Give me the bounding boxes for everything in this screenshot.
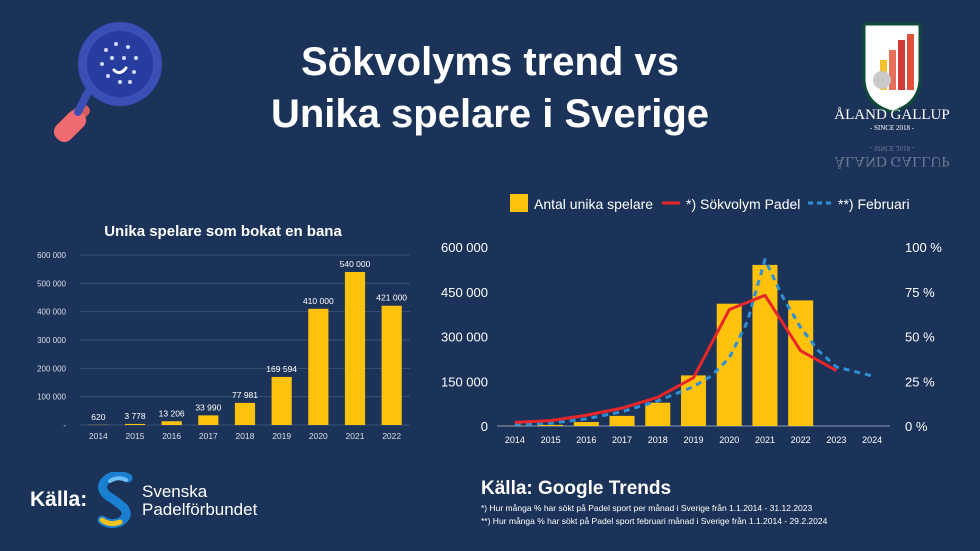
bar <box>752 264 778 426</box>
right-y-tick-label: 50 % <box>905 330 935 345</box>
footnote-2: **) Hur många % har sökt på Padel sport … <box>481 516 828 526</box>
x-tick-label: 2022 <box>791 435 811 445</box>
org-name-line-2: Padelförbundet <box>142 500 258 519</box>
x-tick-label: 2014 <box>505 435 525 445</box>
legend-bar-swatch <box>510 194 528 212</box>
org-name-line-1: Svenska <box>142 482 208 501</box>
bar <box>124 423 146 425</box>
bar <box>573 422 599 426</box>
data-label: 3 778 <box>124 411 146 421</box>
data-label: 421 000 <box>376 293 407 303</box>
footnote-1: *) Hur många % har sökt på Padel sport p… <box>481 503 813 513</box>
title-line-2: Unika spelare i Sverige <box>270 92 709 136</box>
bar <box>645 402 671 426</box>
y-tick-label: - <box>63 421 66 430</box>
x-tick-label: 2020 <box>719 435 739 445</box>
x-tick-label: 2021 <box>755 435 775 445</box>
legend-label-bar: Antal unika spelare <box>534 196 653 212</box>
x-tick-label: 2016 <box>576 435 596 445</box>
left-y-tick-label: 300 000 <box>441 330 488 345</box>
data-label: 13 206 <box>159 408 185 418</box>
source-label-left: Källa: <box>30 488 88 511</box>
padelforbundet-logo-icon <box>97 472 133 528</box>
y-tick-label: 500 000 <box>37 279 66 288</box>
data-label: 620 <box>91 412 105 422</box>
x-tick-label: 2015 <box>126 431 145 441</box>
bar <box>788 300 814 426</box>
data-label: 540 000 <box>340 259 371 269</box>
bar <box>344 272 366 425</box>
padel-racket-icon <box>53 22 162 143</box>
right-y-tick-label: 75 % <box>905 285 935 300</box>
data-label: 77 981 <box>232 390 258 400</box>
data-label: 169 594 <box>266 364 297 374</box>
x-tick-label: 2014 <box>89 431 108 441</box>
data-label: 33 990 <box>195 402 221 412</box>
bar <box>538 424 564 426</box>
bar <box>381 305 402 425</box>
bar <box>716 303 742 426</box>
svg-text:- SINCE 2018 -: - SINCE 2018 - <box>870 144 915 152</box>
x-tick-label: 2023 <box>826 435 846 445</box>
bar <box>234 402 256 425</box>
x-tick-label: 2019 <box>683 435 703 445</box>
left-y-tick-label: 450 000 <box>441 285 488 300</box>
series-line-februari <box>514 258 873 426</box>
right-y-tick-label: 0 % <box>905 419 928 434</box>
title-line-1: Sökvolyms trend vs <box>301 40 679 84</box>
x-tick-label: 2022 <box>382 431 401 441</box>
bar <box>609 415 635 426</box>
x-tick-label: 2017 <box>612 435 632 445</box>
y-tick-label: 400 000 <box>37 308 66 317</box>
y-tick-label: 600 000 <box>37 251 66 260</box>
source-title-right: Källa: Google Trends <box>481 478 672 499</box>
x-tick-label: 2018 <box>236 431 255 441</box>
bar <box>198 415 219 425</box>
right-combo-chart: Antal unika spelare *) Sökvolym Padel **… <box>441 194 942 445</box>
bar <box>308 308 329 425</box>
y-tick-label: 100 000 <box>37 393 66 402</box>
x-tick-label: 2020 <box>309 431 328 441</box>
svg-text:ÅLAND GALLUP: ÅLAND GALLUP <box>834 153 949 169</box>
bar <box>271 376 292 425</box>
y-tick-label: 300 000 <box>37 336 66 345</box>
right-y-tick-label: 100 % <box>905 240 942 255</box>
logo-name: ÅLAND GALLUP <box>834 107 949 123</box>
x-tick-label: 2019 <box>272 431 291 441</box>
left-bar-chart: Unika spelare som bokat en bana - 100 000… <box>37 223 410 441</box>
logo-tagline: - SINCE 2018 - <box>870 124 915 132</box>
bar <box>161 421 182 425</box>
left-y-tick-label: 0 <box>481 419 488 434</box>
x-tick-label: 2018 <box>648 435 668 445</box>
aland-gallup-logo: ÅLAND GALLUP - SINCE 2018 - ÅLAND GALLUP… <box>834 22 950 169</box>
x-tick-label: 2016 <box>162 431 181 441</box>
y-tick-label: 200 000 <box>37 364 66 373</box>
left-chart-title: Unika spelare som bokat en bana <box>104 223 342 240</box>
x-tick-label: 2015 <box>541 435 561 445</box>
x-tick-label: 2021 <box>346 431 365 441</box>
legend-label-line: *) Sökvolym Padel <box>686 196 800 212</box>
left-y-tick-label: 150 000 <box>441 374 488 389</box>
x-tick-label: 2017 <box>199 431 218 441</box>
x-tick-label: 2024 <box>862 435 882 445</box>
data-label: 410 000 <box>303 296 334 306</box>
legend-label-dashed: **) Februari <box>838 196 910 212</box>
right-y-tick-label: 25 % <box>905 374 935 389</box>
series-line-sokvolym <box>514 293 838 424</box>
left-y-tick-label: 600 000 <box>441 240 488 255</box>
